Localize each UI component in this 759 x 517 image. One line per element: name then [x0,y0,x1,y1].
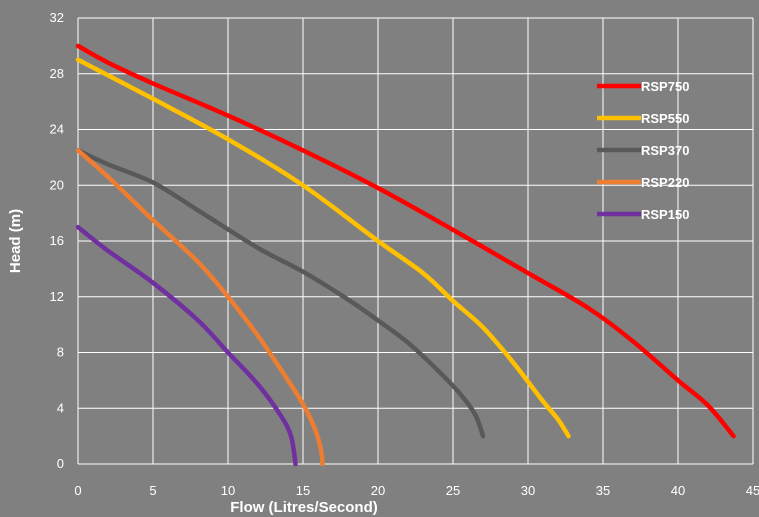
x-tick-label: 10 [221,483,235,498]
legend-label-rsp750: RSP750 [641,79,689,94]
y-tick-label: 28 [50,66,64,81]
y-axis-ticks: 0 4 8 12 16 20 24 28 32 [50,10,64,471]
x-tick-label: 15 [296,483,310,498]
series-line-rsp150 [75,224,298,467]
y-tick-label: 0 [57,456,64,471]
y-tick-label: 32 [50,10,64,25]
y-tick-label: 4 [57,400,64,415]
x-axis-ticks: 0 5 10 15 20 25 30 35 40 45 [74,483,759,498]
y-tick-label: 8 [57,345,64,360]
y-tick-label: 24 [50,122,64,137]
x-tick-label: 5 [149,483,156,498]
y-axis-title: Head (m) [7,209,24,273]
legend-label-rsp150: RSP150 [641,207,689,222]
series-lines [75,43,736,467]
x-tick-label: 30 [521,483,535,498]
legend-label-rsp370: RSP370 [641,143,689,158]
x-tick-label: 0 [74,483,81,498]
y-tick-label: 16 [50,233,64,248]
x-tick-label: 45 [746,483,759,498]
series-line-rsp370 [75,148,486,439]
legend-label-rsp550: RSP550 [641,111,689,126]
x-tick-label: 40 [671,483,685,498]
y-tick-label: 20 [50,177,64,192]
x-tick-label: 35 [596,483,610,498]
legend-label-rsp220: RSP220 [641,175,689,190]
series-line-rsp750 [75,43,736,439]
legend: RSP750 RSP550 RSP370 RSP220 RSP150 [597,79,689,222]
series-line-rsp550 [75,57,571,439]
series-line-rsp220 [75,148,325,467]
x-tick-label: 25 [446,483,460,498]
x-tick-label: 20 [371,483,385,498]
y-tick-label: 12 [50,289,64,304]
x-axis-title: Flow (Litres/Second) [230,499,378,516]
